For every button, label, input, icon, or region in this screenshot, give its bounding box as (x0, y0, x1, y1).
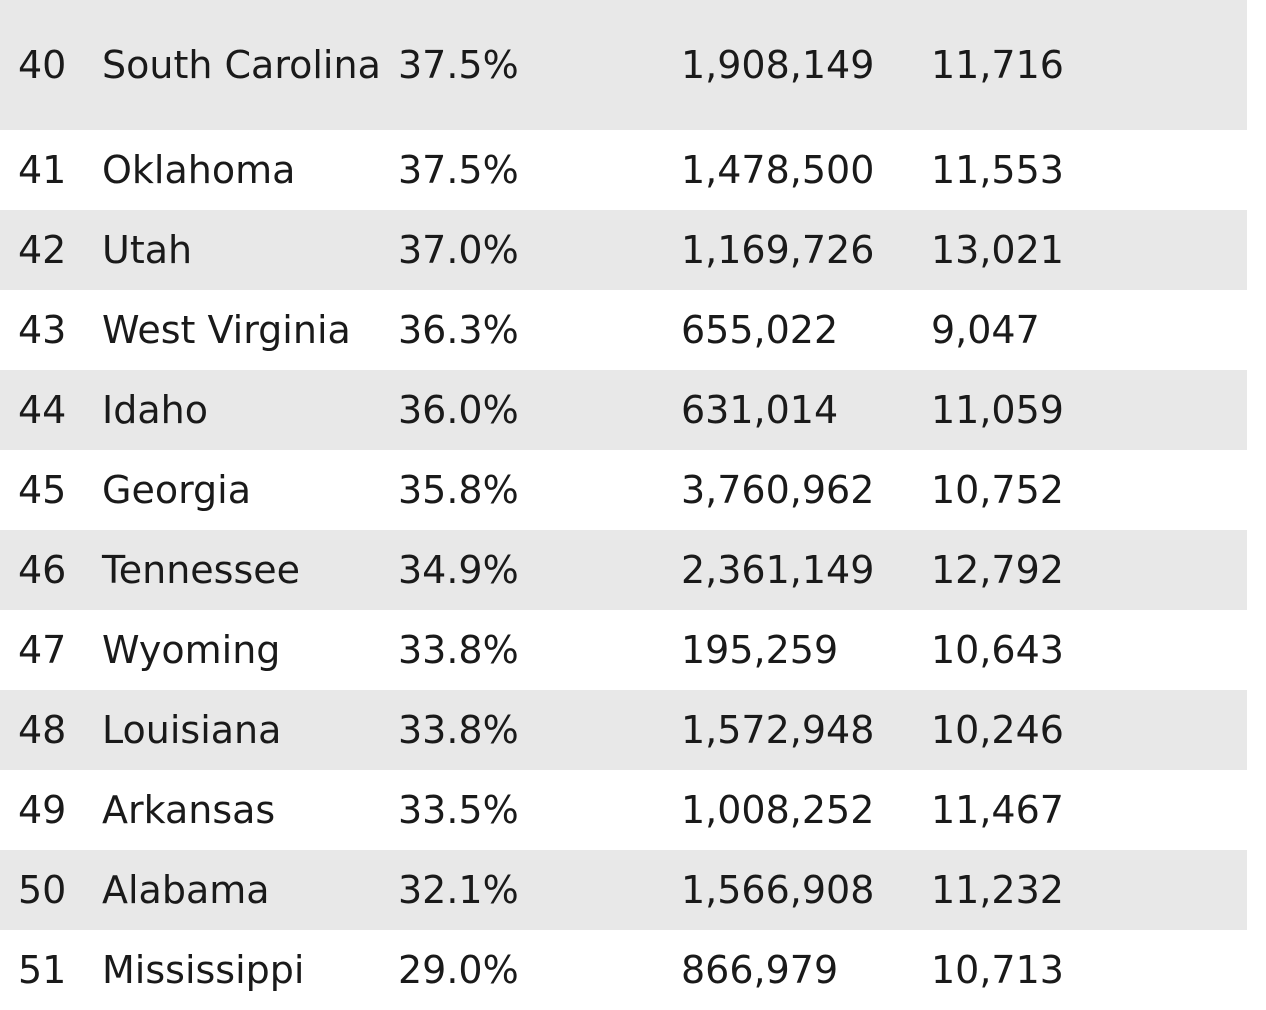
state-cell: Tennessee (102, 547, 301, 592)
rank-cell: 49 (18, 787, 67, 832)
percent-cell: 34.9% (398, 547, 519, 592)
table-row: 44 Idaho 36.0% 631,014 11,059 (0, 370, 1247, 450)
table-row: 41 Oklahoma 37.5% 1,478,500 11,553 (0, 130, 1247, 210)
table-row: 40 South Carolina 37.5% 1,908,149 11,716 (0, 0, 1247, 130)
percent-cell: 33.8% (398, 627, 519, 672)
percent-cell: 36.3% (398, 307, 519, 352)
state-cell: Utah (102, 227, 193, 272)
rank-cell: 50 (18, 867, 67, 912)
rank-cell: 47 (18, 627, 67, 672)
value-cell: 11,467 (931, 787, 1064, 832)
rank-cell: 46 (18, 547, 67, 592)
percent-cell: 29.0% (398, 947, 519, 992)
value-cell: 10,246 (931, 707, 1064, 752)
table-row: 45 Georgia 35.8% 3,760,962 10,752 (0, 450, 1247, 530)
table-row: 49 Arkansas 33.5% 1,008,252 11,467 (0, 770, 1247, 850)
table-row: 42 Utah 37.0% 1,169,726 13,021 (0, 210, 1247, 290)
percent-cell: 32.1% (398, 867, 519, 912)
table-row: 47 Wyoming 33.8% 195,259 10,643 (0, 610, 1247, 690)
percent-cell: 37.5% (398, 42, 519, 87)
percent-cell: 36.0% (398, 387, 519, 432)
state-cell: Alabama (102, 867, 270, 912)
state-cell: Mississippi (102, 947, 305, 992)
state-cell: West Virginia (102, 307, 351, 352)
value-cell: 13,021 (931, 227, 1064, 272)
table-row: 51 Mississippi 29.0% 866,979 10,713 (0, 930, 1247, 1010)
rank-cell: 44 (18, 387, 67, 432)
population-cell: 655,022 (681, 307, 839, 352)
table-row: 48 Louisiana 33.8% 1,572,948 10,246 (0, 690, 1247, 770)
value-cell: 9,047 (931, 307, 1040, 352)
population-cell: 1,169,726 (681, 227, 875, 272)
state-cell: South Carolina (102, 42, 381, 87)
rank-cell: 40 (18, 42, 67, 87)
state-cell: Arkansas (102, 787, 276, 832)
state-cell: Idaho (102, 387, 208, 432)
rank-cell: 41 (18, 147, 67, 192)
rank-cell: 48 (18, 707, 67, 752)
population-cell: 1,008,252 (681, 787, 875, 832)
state-cell: Georgia (102, 467, 251, 512)
percent-cell: 35.8% (398, 467, 519, 512)
value-cell: 10,752 (931, 467, 1064, 512)
population-cell: 1,572,948 (681, 707, 875, 752)
population-cell: 195,259 (681, 627, 839, 672)
value-cell: 10,643 (931, 627, 1064, 672)
population-cell: 3,760,962 (681, 467, 875, 512)
state-cell: Oklahoma (102, 147, 296, 192)
percent-cell: 33.8% (398, 707, 519, 752)
rank-cell: 42 (18, 227, 67, 272)
state-cell: Wyoming (102, 627, 281, 672)
value-cell: 11,059 (931, 387, 1064, 432)
population-cell: 866,979 (681, 947, 839, 992)
value-cell: 10,713 (931, 947, 1064, 992)
rank-cell: 51 (18, 947, 67, 992)
rank-cell: 43 (18, 307, 67, 352)
value-cell: 11,553 (931, 147, 1064, 192)
table-row: 43 West Virginia 36.3% 655,022 9,047 (0, 290, 1247, 370)
percent-cell: 37.0% (398, 227, 519, 272)
state-cell: Louisiana (102, 707, 282, 752)
table-row: 46 Tennessee 34.9% 2,361,149 12,792 (0, 530, 1247, 610)
population-cell: 631,014 (681, 387, 839, 432)
value-cell: 12,792 (931, 547, 1064, 592)
percent-cell: 33.5% (398, 787, 519, 832)
percent-cell: 37.5% (398, 147, 519, 192)
rank-cell: 45 (18, 467, 67, 512)
table-row: 50 Alabama 32.1% 1,566,908 11,232 (0, 850, 1247, 930)
population-cell: 2,361,149 (681, 547, 875, 592)
population-cell: 1,478,500 (681, 147, 875, 192)
value-cell: 11,232 (931, 867, 1064, 912)
population-cell: 1,566,908 (681, 867, 875, 912)
value-cell: 11,716 (931, 42, 1064, 87)
population-cell: 1,908,149 (681, 42, 875, 87)
